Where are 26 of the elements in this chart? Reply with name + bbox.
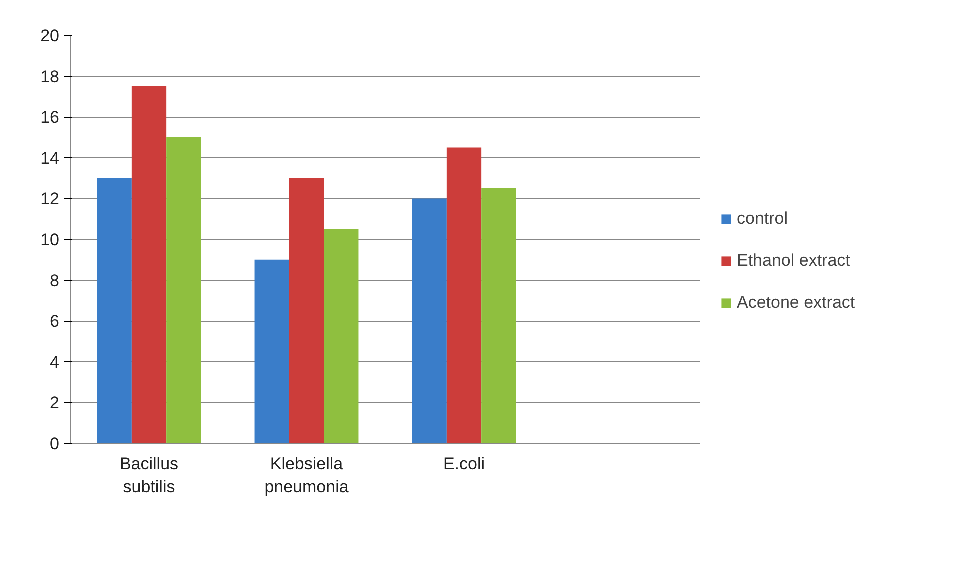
- bar: [97, 178, 132, 444]
- y-tick-label: 14: [40, 148, 60, 168]
- bar: [132, 86, 167, 444]
- legend-label: control: [737, 209, 788, 229]
- y-tick-label: 2: [50, 394, 60, 413]
- y-tick-label: 10: [40, 230, 60, 250]
- bar: [166, 138, 202, 444]
- y-tick-label: 20: [40, 26, 60, 46]
- y-tick-label: 12: [40, 190, 60, 209]
- bar: [482, 188, 516, 444]
- bar: [289, 178, 324, 444]
- x-tick-label: E.coli: [443, 454, 486, 474]
- y-tick-label: 0: [50, 434, 60, 454]
- bar: [324, 229, 359, 444]
- x-tick-label: Bacillus subtilis: [120, 454, 179, 496]
- y-tick-label: 6: [50, 312, 60, 332]
- legend-label: Ethanol extract: [737, 251, 850, 271]
- y-tick-label: 4: [50, 352, 60, 372]
- legend-label: Acetone extract: [737, 293, 856, 313]
- bar: [412, 198, 447, 444]
- bar: [446, 148, 482, 444]
- bar: [254, 260, 290, 444]
- y-tick-label: 16: [40, 108, 60, 128]
- y-tick-label: 18: [40, 67, 60, 86]
- x-tick-label: Klebsiella pneumonia: [264, 454, 350, 496]
- y-tick-label: 8: [50, 271, 60, 290]
